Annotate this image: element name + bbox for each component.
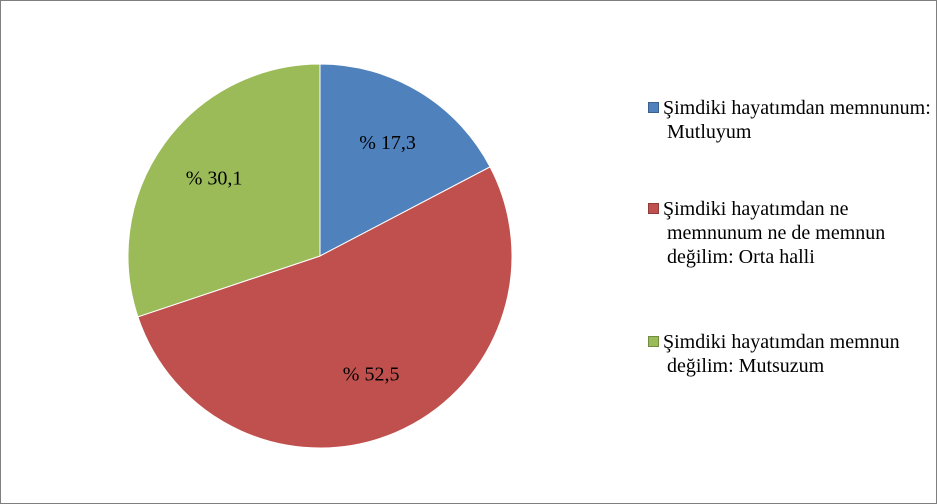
legend-swatch: [648, 203, 659, 214]
legend-label: Şimdiki hayatımdan ne memnunum ne de mem…: [663, 198, 886, 268]
legend-item: Şimdiki hayatımdan memnunum: Mutluyum: [648, 96, 937, 144]
legend-label: Şimdiki hayatımdan memnunum: Mutluyum: [663, 97, 931, 143]
data-label: % 30,1: [186, 167, 243, 189]
pie-slice: [127, 63, 321, 318]
legend-item: Şimdiki hayatımdan ne memnunum ne de mem…: [648, 197, 937, 269]
legend-label: Şimdiki hayatımdan memnun değilim: Mutsu…: [663, 331, 900, 377]
legend-swatch: [648, 102, 659, 113]
pie-slice: [137, 166, 513, 449]
legend-swatch: [648, 336, 659, 347]
data-label: % 17,3: [359, 132, 416, 154]
pie-slice: [319, 63, 491, 257]
data-label: % 52,5: [343, 364, 400, 386]
legend-item: Şimdiki hayatımdan memnun değilim: Mutsu…: [648, 330, 937, 378]
